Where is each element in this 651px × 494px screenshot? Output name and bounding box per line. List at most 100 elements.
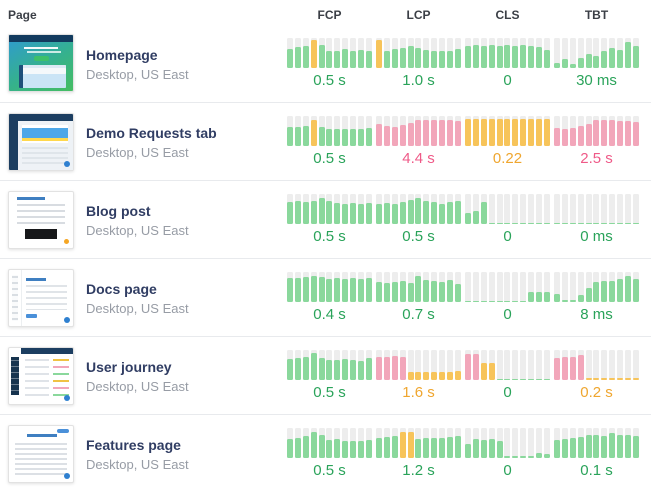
sparkline-bar — [439, 428, 446, 458]
thumbnail-button — [57, 428, 69, 433]
sparkline-bar — [528, 37, 535, 68]
column-header-fcp: FCP — [317, 8, 342, 22]
fcp-sparkline-chart[interactable] — [287, 272, 372, 302]
metric-cell-lcp: 1.0 s — [376, 37, 461, 89]
sparkline-bar — [512, 194, 519, 224]
tbt-value: 30 ms — [576, 71, 617, 89]
lcp-sparkline-chart[interactable] — [376, 272, 461, 302]
sparkline-bar — [454, 194, 461, 224]
lcp-sparkline-chart[interactable] — [376, 350, 461, 380]
cls-sparkline-chart[interactable] — [465, 350, 550, 380]
fcp-value: 0.5 s — [313, 150, 346, 167]
sparkline-bar — [365, 272, 372, 302]
fcp-sparkline-chart[interactable] — [287, 428, 372, 458]
sparkline-bar — [334, 350, 341, 380]
cls-sparkline-chart[interactable] — [465, 116, 550, 146]
fcp-sparkline-chart[interactable] — [287, 116, 372, 146]
page-title-link[interactable]: Demo Requests tab — [86, 125, 217, 141]
metric-column-headers: FCP LCP CLS TBT — [287, 8, 639, 22]
cls-sparkline-chart[interactable] — [465, 272, 550, 302]
sparkline-bar — [334, 272, 341, 302]
page-row: Demo Requests tab Desktop, US East 0.5 s… — [0, 102, 651, 180]
sparkline-bar — [609, 350, 616, 380]
lcp-sparkline-chart[interactable] — [376, 428, 461, 458]
page-thumbnail[interactable] — [8, 268, 74, 327]
sparkline-bar — [376, 116, 382, 146]
page-profile-label: Desktop, US East — [86, 301, 189, 316]
tbt-value: 0.1 s — [580, 462, 613, 479]
fcp-sparkline-chart[interactable] — [287, 194, 372, 224]
sparkline-bar — [423, 350, 430, 380]
page-title-link[interactable]: Homepage — [86, 46, 158, 63]
sparkline-bar — [365, 428, 372, 458]
table-header: Page FCP LCP CLS TBT — [0, 0, 651, 24]
sparkline-bar — [472, 428, 479, 458]
tbt-sparkline-chart[interactable] — [554, 116, 639, 146]
tbt-sparkline-chart[interactable] — [554, 272, 639, 302]
sparkline-bar — [439, 116, 446, 146]
page-thumbnail[interactable] — [8, 424, 74, 483]
sparkline-bar — [326, 428, 333, 458]
sparkline-bar — [391, 428, 398, 458]
page-thumbnail[interactable] — [8, 190, 74, 249]
sparkline-bar — [504, 37, 511, 68]
page-title-link[interactable]: User journey — [86, 359, 172, 375]
page-title-link[interactable]: Docs page — [86, 281, 157, 297]
sparkline-bar — [554, 194, 560, 224]
sparkline-bar — [318, 428, 325, 458]
sparkline-bar — [488, 350, 495, 380]
page-thumbnail[interactable] — [8, 34, 74, 92]
cls-sparkline-chart[interactable] — [465, 194, 550, 224]
sparkline-bar — [302, 116, 309, 146]
fcp-sparkline-chart[interactable] — [287, 350, 372, 380]
sparkline-bar — [431, 116, 438, 146]
lcp-sparkline-chart[interactable] — [376, 194, 461, 224]
page-title-link[interactable]: Features page — [86, 437, 181, 453]
sparkline-bar — [593, 194, 600, 224]
sparkline-bar — [512, 37, 519, 68]
tbt-sparkline-chart[interactable] — [554, 37, 639, 68]
sparkline-bar — [358, 116, 365, 146]
tbt-value: 0.2 s — [580, 384, 613, 401]
metric-charts: 0.5 s 1.6 s 0 0.2 s — [287, 350, 639, 401]
sparkline-bar — [334, 37, 341, 68]
sparkline-bar — [383, 116, 390, 146]
sparkline-bar — [569, 116, 576, 146]
sparkline-bar — [543, 116, 550, 146]
metric-cell-fcp: 0.5 s — [287, 194, 372, 245]
cls-value: 0 — [503, 71, 512, 89]
page-thumbnail[interactable] — [8, 112, 74, 171]
thumbnail-block — [25, 228, 57, 239]
metric-cell-fcp: 0.5 s — [287, 428, 372, 479]
fcp-sparkline-chart[interactable] — [287, 37, 372, 68]
lcp-sparkline-chart[interactable] — [376, 116, 461, 146]
sparkline-bar — [496, 428, 503, 458]
sparkline-bar — [609, 428, 616, 458]
sparkline-bar — [302, 350, 309, 380]
cls-sparkline-chart[interactable] — [465, 428, 550, 458]
sparkline-bar — [287, 194, 293, 224]
sparkline-bar — [617, 272, 624, 302]
sparkline-bar — [569, 37, 576, 68]
page-title-link[interactable]: Blog post — [86, 203, 151, 219]
metric-cell-fcp: 0.5 s — [287, 116, 372, 167]
metric-cell-cls: 0 — [465, 37, 550, 89]
sparkline-bar — [439, 37, 446, 68]
page-info: Homepage Desktop, US East — [86, 45, 287, 82]
sparkline-bar — [287, 37, 293, 68]
page-thumbnail[interactable] — [8, 346, 74, 405]
page-profile-label: Desktop, US East — [86, 145, 189, 160]
sparkline-bar — [577, 350, 584, 380]
tbt-sparkline-chart[interactable] — [554, 428, 639, 458]
tbt-sparkline-chart[interactable] — [554, 350, 639, 380]
tbt-sparkline-chart[interactable] — [554, 194, 639, 224]
sparkline-bar — [376, 428, 382, 458]
page-info: Features page Desktop, US East — [86, 435, 287, 472]
metric-cell-tbt: 30 ms — [554, 37, 639, 89]
sparkline-bar — [480, 428, 487, 458]
lcp-sparkline-chart[interactable] — [376, 37, 461, 68]
sparkline-bar — [609, 194, 616, 224]
cls-sparkline-chart[interactable] — [465, 37, 550, 68]
sparkline-bar — [520, 272, 527, 302]
sparkline-bar — [609, 272, 616, 302]
